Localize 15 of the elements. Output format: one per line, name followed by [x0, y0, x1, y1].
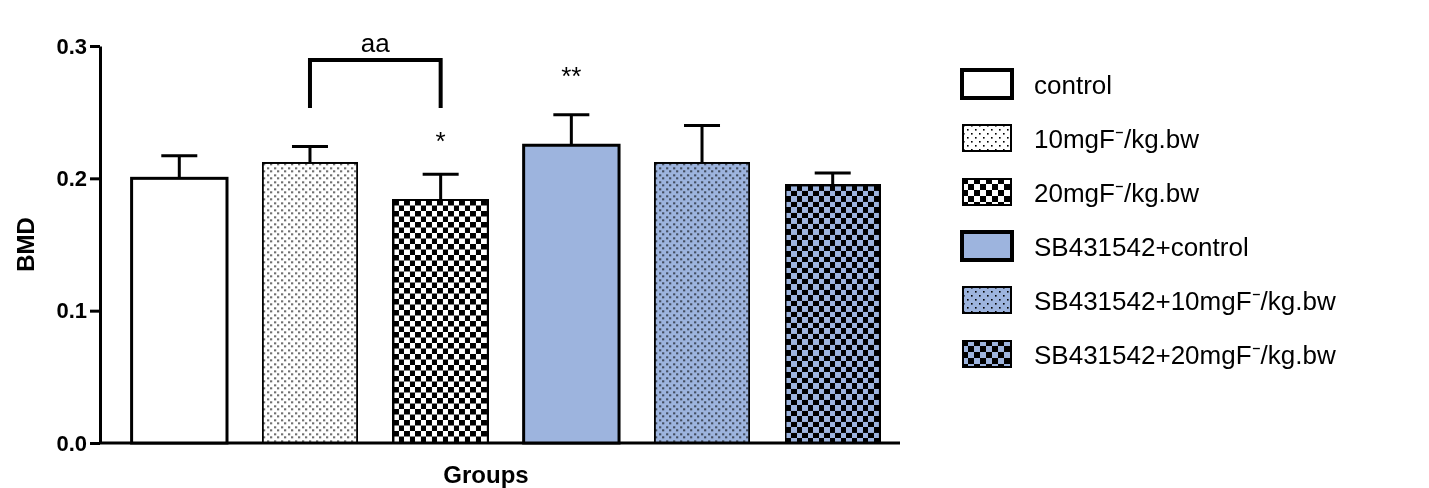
y-tick-label: 0.1 — [56, 298, 87, 324]
legend-label: SB431542+10mgF⁻/kg.bw — [1034, 286, 1336, 316]
y-tick-label: 0.2 — [56, 165, 87, 191]
annotation: aa — [360, 28, 391, 58]
x-axis-title: Groups — [443, 461, 529, 488]
y-axis-title: BMD — [12, 217, 39, 272]
legend-label: 10mgF⁻/kg.bw — [1034, 124, 1200, 154]
legend-label: SB431542+control — [1034, 232, 1249, 262]
legend-label: 20mgF⁻/kg.bw — [1034, 178, 1200, 208]
y-tick-label: 0.0 — [56, 430, 87, 456]
legend-label: control — [1034, 70, 1113, 100]
annotation: * — [435, 126, 446, 156]
annotation: ** — [561, 61, 582, 91]
legend-label: SB431542+20mgF⁻/kg.bw — [1034, 340, 1336, 370]
y-tick-label: 0.3 — [56, 33, 87, 59]
